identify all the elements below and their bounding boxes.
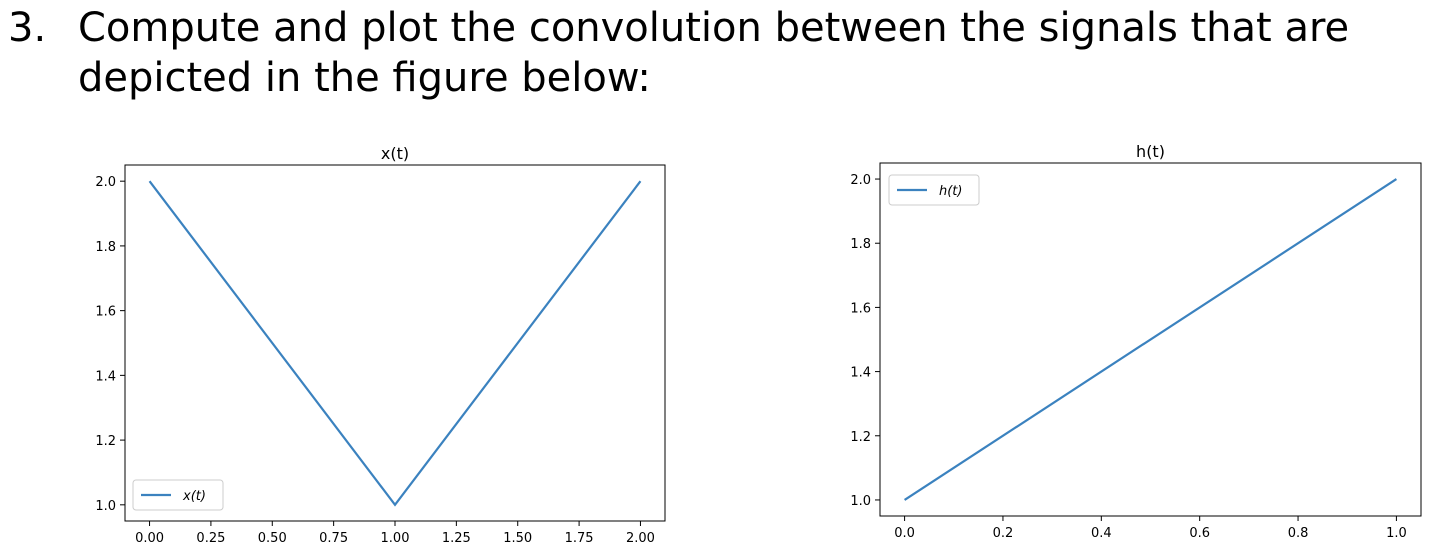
y-tick-label: 1.2 — [850, 430, 871, 445]
legend-label: x(t) — [182, 489, 206, 504]
series-line-h-0 — [903, 178, 1398, 501]
x-tick-label: 1.00 — [381, 531, 410, 546]
x-tick-label: 0.50 — [258, 531, 287, 546]
chart-title: h(t) — [1136, 142, 1165, 161]
question-number: 3. — [8, 5, 47, 51]
y-tick-label: 2.0 — [850, 173, 871, 188]
y-tick-label: 1.0 — [95, 499, 116, 514]
x-tick-label: 0.00 — [135, 531, 164, 546]
legend-box — [132, 479, 224, 511]
x-tick-label: 0.25 — [196, 531, 225, 546]
series-line-x-0 — [148, 180, 642, 507]
y-tick-label: 1.8 — [850, 237, 871, 252]
x-tick-label: 0.75 — [319, 531, 348, 546]
legend-box — [888, 174, 980, 206]
x-tick-label: 0.4 — [1091, 526, 1112, 541]
legend-label: h(t) — [939, 184, 962, 199]
x-tick-label: 2.00 — [626, 531, 655, 546]
x-tick-label: 0.8 — [1288, 526, 1309, 541]
x-tick-label: 1.0 — [1386, 526, 1407, 541]
y-tick-label: 1.4 — [850, 366, 871, 381]
y-tick-label: 1.4 — [95, 369, 116, 384]
axes-frame — [879, 162, 1422, 517]
question-line-1: Compute and plot the convolution between… — [78, 5, 1350, 51]
x-tick-label: 0.0 — [894, 526, 915, 541]
y-tick-label: 2.0 — [95, 175, 116, 190]
y-tick-label: 1.6 — [95, 305, 116, 320]
x-tick-label: 1.25 — [442, 531, 471, 546]
y-tick-label: 1.6 — [850, 301, 871, 316]
question-text: 3. Compute and plot the convolution betw… — [0, 0, 1432, 120]
chart-title: x(t) — [381, 144, 409, 163]
y-tick-label: 1.0 — [850, 494, 871, 509]
x-tick-label: 1.50 — [503, 531, 532, 546]
x-tick-label: 1.75 — [565, 531, 594, 546]
x-tick-label: 0.2 — [993, 526, 1014, 541]
y-tick-label: 1.2 — [95, 434, 116, 449]
question-line-2: depicted in the figure below: — [78, 55, 651, 101]
y-tick-label: 1.8 — [95, 240, 116, 255]
x-tick-label: 0.6 — [1189, 526, 1210, 541]
